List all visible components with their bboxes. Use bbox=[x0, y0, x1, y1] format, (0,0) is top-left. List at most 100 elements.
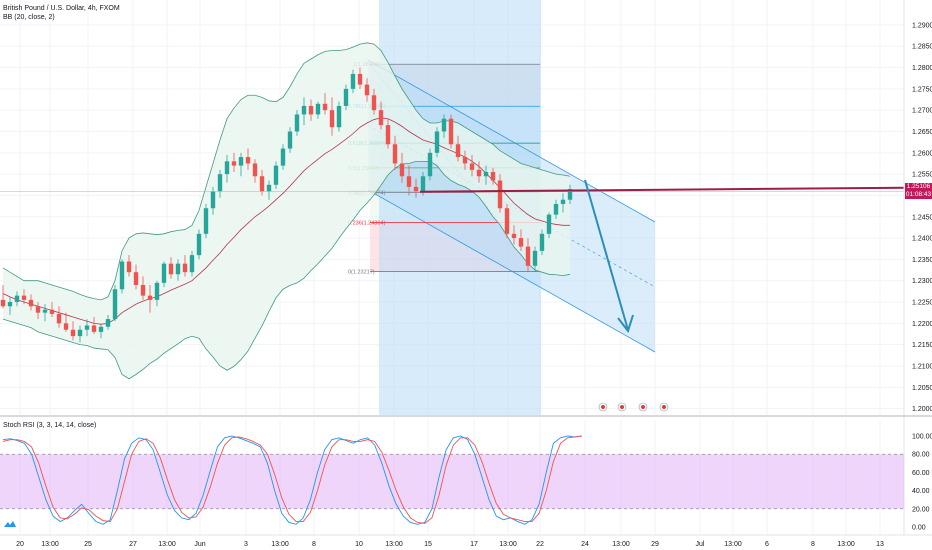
candle-body bbox=[504, 208, 510, 234]
candle-body bbox=[266, 184, 272, 192]
price-tick-label: 1.28000 bbox=[912, 65, 932, 72]
candle-body bbox=[476, 169, 482, 177]
candle-body bbox=[455, 144, 461, 158]
channel-upper-line bbox=[367, 59, 656, 223]
time-tick-label: 13:00 bbox=[499, 541, 517, 548]
candle-body bbox=[343, 88, 349, 106]
candle-body bbox=[238, 157, 244, 166]
time-tick-label: 13 bbox=[876, 541, 884, 548]
candle-body bbox=[161, 263, 167, 283]
price-tick-label: 1.27500 bbox=[912, 86, 932, 93]
candle-body bbox=[98, 326, 104, 332]
candle-body bbox=[77, 329, 83, 337]
fib-level-label: 0.236(1.24364) bbox=[348, 221, 385, 227]
price-tick-label: 1.21000 bbox=[912, 363, 932, 370]
candle-body bbox=[322, 103, 328, 111]
time-tick-label: Jul bbox=[696, 541, 705, 548]
candle-body bbox=[399, 163, 405, 177]
tradingview-logo-icon bbox=[4, 521, 16, 527]
time-tick-label: 17 bbox=[470, 541, 478, 548]
bar-countdown: 01:08:43 bbox=[905, 191, 932, 199]
candle-body bbox=[308, 105, 314, 115]
candle-body bbox=[392, 144, 398, 164]
candle-body bbox=[525, 246, 531, 266]
price-tick-label: 1.26500 bbox=[912, 129, 932, 136]
stoch-rsi-k-line bbox=[2, 435, 583, 525]
candle-body bbox=[84, 325, 90, 330]
candle-body bbox=[336, 105, 342, 128]
candle-body bbox=[462, 157, 468, 164]
candle-body bbox=[497, 180, 503, 209]
time-tick-label: 8 bbox=[811, 541, 815, 548]
price-tick-label: 1.22000 bbox=[912, 321, 932, 328]
candle-body bbox=[35, 306, 41, 313]
candle-body bbox=[420, 176, 426, 192]
price-tick-label: 1.23500 bbox=[912, 257, 932, 264]
candle-body bbox=[469, 163, 475, 170]
candle-body bbox=[434, 131, 440, 153]
economic-event-flag-icon bbox=[601, 405, 605, 409]
candle-body bbox=[287, 131, 293, 149]
candle-body bbox=[560, 199, 566, 204]
price-tick-label: 1.27000 bbox=[912, 108, 932, 115]
candle-body bbox=[28, 299, 34, 307]
candle-body bbox=[21, 295, 27, 300]
price-tick-label: 1.25500 bbox=[912, 172, 932, 179]
candle-body bbox=[259, 176, 265, 192]
stoch-rsi-band bbox=[0, 454, 904, 509]
candle-body bbox=[217, 174, 223, 192]
resistance-line bbox=[419, 186, 905, 193]
stoch-rsi-tick-label: 0.00 bbox=[912, 525, 926, 532]
time-tick-label: 13:00 bbox=[724, 541, 742, 548]
candle-body bbox=[546, 214, 552, 234]
price-tick-label: 1.21500 bbox=[912, 342, 932, 349]
price-tick-label: 1.24000 bbox=[912, 236, 932, 243]
stoch-rsi-d-line bbox=[2, 435, 583, 524]
candle-body bbox=[483, 172, 489, 177]
time-tick-label: 13:00 bbox=[612, 541, 630, 548]
price-tick-label: 1.26000 bbox=[912, 150, 932, 157]
time-tick-label: 13:00 bbox=[158, 541, 176, 548]
candle-body bbox=[154, 282, 160, 300]
time-tick-label: 24 bbox=[581, 541, 589, 548]
channel-lower-line bbox=[367, 189, 656, 353]
candle-body bbox=[63, 323, 69, 330]
candle-body bbox=[224, 161, 230, 175]
economic-event-flag-icon bbox=[662, 405, 666, 409]
time-tick-label: 8 bbox=[312, 541, 316, 548]
candle-body bbox=[427, 152, 433, 177]
price-tick-label: 1.28500 bbox=[912, 44, 932, 51]
time-tick-label: 13:00 bbox=[385, 541, 403, 548]
candle-body bbox=[147, 295, 153, 300]
candle-body bbox=[168, 263, 174, 275]
candle-body bbox=[203, 208, 209, 234]
candle-body bbox=[112, 289, 118, 320]
candle-body bbox=[210, 191, 216, 209]
economic-event-flag-icon bbox=[641, 405, 645, 409]
candle-body bbox=[231, 161, 237, 166]
time-tick-label: 13:00 bbox=[271, 541, 289, 548]
candle-body bbox=[518, 238, 524, 247]
time-tick-label: 6 bbox=[765, 541, 769, 548]
bollinger-label: BB (20, close, 2) bbox=[3, 14, 55, 21]
candle-body bbox=[378, 110, 384, 126]
time-tick-label: 29 bbox=[651, 541, 659, 548]
time-tick-label: 25 bbox=[84, 541, 92, 548]
candle-body bbox=[56, 313, 62, 324]
current-price-tag: 1.25106 bbox=[905, 183, 932, 191]
fib-level-label: 0(1.23217) bbox=[348, 269, 375, 275]
candle-body bbox=[252, 163, 258, 177]
candle-body bbox=[490, 172, 496, 181]
price-tick-label: 1.22500 bbox=[912, 300, 932, 307]
candle-body bbox=[567, 189, 573, 200]
time-tick-label: 20 bbox=[16, 541, 24, 548]
candle-body bbox=[511, 233, 517, 239]
candle-body bbox=[329, 110, 335, 128]
time-tick-label: 10 bbox=[355, 541, 363, 548]
candle-body bbox=[14, 295, 20, 303]
candle-body bbox=[49, 309, 55, 314]
candle-body bbox=[273, 165, 279, 185]
symbol-title: British Pound / U.S. Dollar, 4h, FXOM bbox=[3, 5, 120, 12]
candle-body bbox=[301, 105, 307, 115]
